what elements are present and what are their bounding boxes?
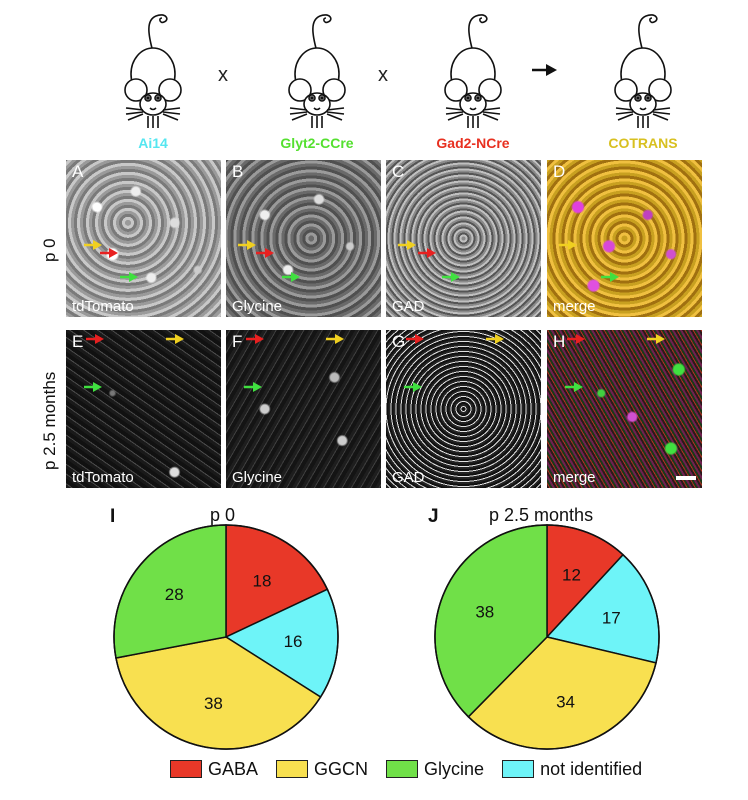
green-arrow-icon bbox=[601, 272, 619, 282]
green-arrow-icon bbox=[565, 382, 583, 392]
panel-letter: G bbox=[392, 332, 406, 351]
micrograph-panel-e: E tdTomato bbox=[66, 330, 221, 488]
panel-letter-j: J bbox=[428, 506, 439, 527]
strain-label-gad2: Gad2-NCre bbox=[436, 135, 510, 151]
micrograph-image bbox=[386, 330, 541, 488]
pie-value-label: 18 bbox=[253, 571, 272, 590]
strain-label-glyt2: Glyt2-CCre bbox=[280, 135, 354, 151]
micrograph-image bbox=[386, 160, 541, 317]
stain-label: Glycine bbox=[232, 298, 283, 315]
yellow-arrow-icon bbox=[559, 240, 577, 250]
arrow-right-icon bbox=[532, 64, 557, 76]
row-label-p0: p 0 bbox=[40, 238, 59, 262]
legend-label: GABA bbox=[208, 758, 259, 779]
legend-label: not identified bbox=[540, 758, 643, 779]
green-arrow-icon bbox=[442, 272, 460, 282]
legend-label: Glycine bbox=[424, 758, 485, 779]
micrograph-image bbox=[547, 330, 702, 488]
panel-letter: C bbox=[392, 162, 405, 181]
stain-label: tdTomato bbox=[72, 469, 134, 486]
micrograph-panel-f: F Glycine bbox=[226, 330, 381, 488]
pie-title-p25: p 2.5 months bbox=[489, 505, 594, 525]
mouse-drawing-ai14 bbox=[108, 12, 198, 130]
micrograph-panel-b: B Glycine bbox=[226, 160, 381, 317]
red-arrow-icon bbox=[406, 334, 424, 344]
stain-label: GAD bbox=[392, 298, 425, 315]
red-arrow-icon bbox=[86, 334, 104, 344]
pie-value-label: 28 bbox=[165, 585, 184, 604]
legend-swatch bbox=[386, 760, 419, 778]
panel-letter: F bbox=[232, 332, 243, 351]
panel-letter: H bbox=[553, 332, 566, 351]
stain-label: GAD bbox=[392, 469, 425, 486]
strain-label-cotrans: COTRANS bbox=[608, 135, 678, 151]
green-arrow-icon bbox=[404, 382, 422, 392]
mouse-drawing-glyt2 bbox=[272, 12, 362, 130]
red-arrow-icon bbox=[100, 248, 118, 258]
scale-bar bbox=[676, 476, 696, 480]
mouse-drawing-gad2 bbox=[428, 12, 518, 130]
micrograph-panel-g: G GAD bbox=[386, 330, 541, 488]
yellow-arrow-icon bbox=[166, 334, 184, 344]
yellow-arrow-icon bbox=[326, 334, 344, 344]
legend-item-glycine: Glycine bbox=[386, 759, 484, 780]
cross-symbol: x bbox=[378, 64, 388, 86]
pie-title-p0: p 0 bbox=[210, 505, 236, 525]
legend-label: GGCN bbox=[314, 758, 369, 779]
legend-item-ggcn: GGCN bbox=[276, 759, 368, 780]
panel-letter: E bbox=[72, 332, 84, 351]
legend-swatch bbox=[276, 760, 309, 778]
micrograph-panel-a: A tdTomato bbox=[66, 160, 221, 317]
mouse-drawing-cotrans bbox=[598, 12, 688, 130]
red-arrow-icon bbox=[256, 248, 274, 258]
red-arrow-icon bbox=[418, 248, 436, 258]
pie-value-label: 38 bbox=[204, 694, 223, 713]
legend-swatch bbox=[170, 760, 202, 778]
legend-item-gaba: GABA bbox=[170, 759, 258, 780]
cross-symbol: x bbox=[218, 64, 228, 86]
yellow-arrow-icon bbox=[486, 334, 504, 344]
green-arrow-icon bbox=[120, 272, 138, 282]
yellow-arrow-icon bbox=[84, 240, 102, 250]
micrograph-image bbox=[226, 330, 381, 488]
strain-label-ai14: Ai14 bbox=[138, 135, 168, 151]
stain-label: tdTomato bbox=[72, 298, 134, 315]
stain-label: merge bbox=[553, 298, 596, 315]
pie-value-label: 34 bbox=[556, 693, 575, 712]
pie-chart-p0: 18 16 38 28 bbox=[113, 524, 339, 750]
yellow-arrow-icon bbox=[647, 334, 665, 344]
micrograph-panel-c: C GAD bbox=[386, 160, 541, 317]
panel-letter-i: I bbox=[110, 506, 116, 527]
yellow-arrow-icon bbox=[398, 240, 416, 250]
green-arrow-icon bbox=[244, 382, 262, 392]
stain-label: Glycine bbox=[232, 469, 283, 486]
green-arrow-icon bbox=[84, 382, 102, 392]
stain-label: merge bbox=[553, 469, 596, 486]
row-label-p25: p 2.5 months bbox=[40, 371, 59, 470]
panel-letter: D bbox=[553, 162, 566, 181]
pie-outline bbox=[434, 524, 660, 750]
legend-item-not-identified: not identified bbox=[502, 759, 642, 780]
red-arrow-icon bbox=[567, 334, 585, 344]
pie-value-label: 17 bbox=[602, 608, 621, 627]
red-arrow-icon bbox=[246, 334, 264, 344]
micrograph-image bbox=[66, 160, 221, 317]
panel-letter: B bbox=[232, 162, 244, 181]
micrograph-panel-h: H merge bbox=[547, 330, 702, 488]
legend: GABA GGCN Glycine not identified bbox=[170, 757, 660, 781]
legend-swatch bbox=[502, 760, 535, 778]
panel-letter: A bbox=[72, 162, 84, 181]
micrograph-image bbox=[226, 160, 381, 317]
green-arrow-icon bbox=[282, 272, 300, 282]
pie-outline bbox=[113, 524, 339, 750]
pie-value-label: 12 bbox=[562, 565, 581, 584]
pie-chart-p25: 12 17 34 38 bbox=[434, 524, 660, 750]
micrograph-image bbox=[66, 330, 221, 488]
pie-value-label: 38 bbox=[475, 603, 494, 622]
micrograph-panel-d: D merge bbox=[547, 160, 702, 317]
pie-value-label: 16 bbox=[284, 632, 303, 651]
yellow-arrow-icon bbox=[238, 240, 256, 250]
micrograph-image bbox=[547, 160, 702, 317]
